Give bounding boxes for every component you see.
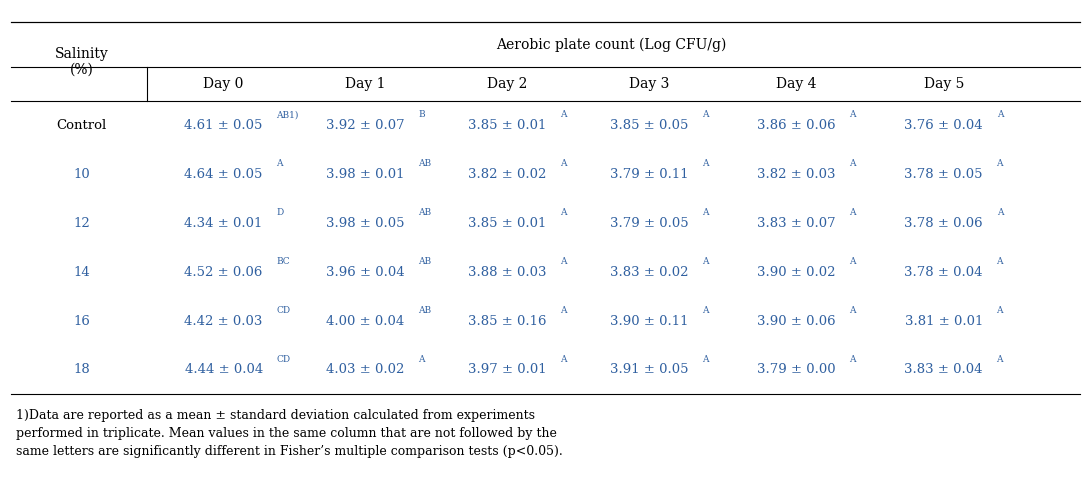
Text: 3.82 ± 0.02: 3.82 ± 0.02 <box>468 168 547 181</box>
Text: CD: CD <box>276 306 290 315</box>
Text: 16: 16 <box>73 315 91 327</box>
Text: 18: 18 <box>73 363 91 377</box>
Text: 3.76 ± 0.04: 3.76 ± 0.04 <box>904 119 983 132</box>
Text: AB: AB <box>418 257 432 266</box>
Text: Day 2: Day 2 <box>487 77 528 91</box>
Text: 4.03 ± 0.02: 4.03 ± 0.02 <box>326 363 405 377</box>
Text: 3.85 ± 0.01: 3.85 ± 0.01 <box>468 119 547 132</box>
Text: A: A <box>276 159 283 168</box>
Text: 3.92 ± 0.07: 3.92 ± 0.07 <box>326 119 405 132</box>
Text: 4.00 ± 0.04: 4.00 ± 0.04 <box>326 315 405 327</box>
Text: 3.83 ± 0.07: 3.83 ± 0.07 <box>757 217 836 230</box>
Text: A: A <box>560 159 566 168</box>
Text: 3.88 ± 0.03: 3.88 ± 0.03 <box>468 266 547 279</box>
Text: 3.86 ± 0.06: 3.86 ± 0.06 <box>757 119 836 132</box>
Text: 12: 12 <box>73 217 91 230</box>
Text: D: D <box>276 208 284 217</box>
Text: A: A <box>849 257 855 266</box>
Text: AB: AB <box>418 306 431 315</box>
Text: 4.52 ± 0.06: 4.52 ± 0.06 <box>184 266 263 279</box>
Text: A: A <box>849 354 855 364</box>
Text: A: A <box>996 159 1003 168</box>
Text: Day 1: Day 1 <box>345 77 386 91</box>
Text: 3.85 ± 0.01: 3.85 ± 0.01 <box>468 217 547 230</box>
Text: Aerobic plate count (Log CFU/g): Aerobic plate count (Log CFU/g) <box>495 37 727 52</box>
Text: 4.61 ± 0.05: 4.61 ± 0.05 <box>184 119 263 132</box>
Text: 3.83 ± 0.02: 3.83 ± 0.02 <box>610 266 688 279</box>
Text: Day 4: Day 4 <box>776 77 817 91</box>
Text: A: A <box>560 110 566 119</box>
Text: AB1): AB1) <box>276 110 299 119</box>
Text: Control: Control <box>57 119 107 132</box>
Text: A: A <box>849 306 855 315</box>
Text: A: A <box>702 208 708 217</box>
Text: A: A <box>996 110 1003 119</box>
Text: A: A <box>560 257 566 266</box>
Text: AB: AB <box>418 159 431 168</box>
Text: B: B <box>418 110 425 119</box>
Text: 3.98 ± 0.01: 3.98 ± 0.01 <box>326 168 405 181</box>
Text: A: A <box>702 306 708 315</box>
Text: 3.78 ± 0.05: 3.78 ± 0.05 <box>904 168 983 181</box>
Text: Day 3: Day 3 <box>628 77 670 91</box>
Text: 3.90 ± 0.11: 3.90 ± 0.11 <box>610 315 688 327</box>
Text: A: A <box>996 208 1003 217</box>
Text: Day 5: Day 5 <box>923 77 964 91</box>
Text: 3.78 ± 0.04: 3.78 ± 0.04 <box>904 266 983 279</box>
Text: 3.85 ± 0.16: 3.85 ± 0.16 <box>468 315 547 327</box>
Text: A: A <box>560 306 566 315</box>
Text: 10: 10 <box>73 168 91 181</box>
Text: 3.79 ± 0.05: 3.79 ± 0.05 <box>610 217 688 230</box>
Text: 14: 14 <box>73 266 91 279</box>
Text: A: A <box>418 354 424 364</box>
Text: 3.82 ± 0.03: 3.82 ± 0.03 <box>757 168 836 181</box>
Text: 4.42 ± 0.03: 4.42 ± 0.03 <box>184 315 263 327</box>
Text: A: A <box>996 257 1003 266</box>
Text: 3.83 ± 0.04: 3.83 ± 0.04 <box>904 363 983 377</box>
Text: 3.91 ± 0.05: 3.91 ± 0.05 <box>610 363 688 377</box>
Text: 3.97 ± 0.01: 3.97 ± 0.01 <box>468 363 547 377</box>
Text: 3.81 ± 0.01: 3.81 ± 0.01 <box>904 315 983 327</box>
Text: Day 0: Day 0 <box>203 77 244 91</box>
Text: 4.34 ± 0.01: 4.34 ± 0.01 <box>184 217 263 230</box>
Text: A: A <box>560 208 566 217</box>
Text: A: A <box>849 110 855 119</box>
Text: A: A <box>702 354 708 364</box>
Text: A: A <box>849 208 855 217</box>
Text: 3.98 ± 0.05: 3.98 ± 0.05 <box>326 217 405 230</box>
Text: Salinity
(%): Salinity (%) <box>55 46 109 77</box>
Text: BC: BC <box>276 257 290 266</box>
Text: AB: AB <box>418 208 431 217</box>
Text: 4.64 ± 0.05: 4.64 ± 0.05 <box>184 168 263 181</box>
Text: A: A <box>560 354 566 364</box>
Text: CD: CD <box>276 354 290 364</box>
Text: 3.90 ± 0.02: 3.90 ± 0.02 <box>757 266 836 279</box>
Text: A: A <box>849 159 855 168</box>
Text: 3.79 ± 0.00: 3.79 ± 0.00 <box>757 363 836 377</box>
Text: 3.85 ± 0.05: 3.85 ± 0.05 <box>610 119 688 132</box>
Text: A: A <box>996 354 1003 364</box>
Text: 4.44 ± 0.04: 4.44 ± 0.04 <box>184 363 263 377</box>
Text: A: A <box>702 257 708 266</box>
Text: A: A <box>996 306 1003 315</box>
Text: A: A <box>702 159 708 168</box>
Text: 3.78 ± 0.06: 3.78 ± 0.06 <box>904 217 983 230</box>
Text: 3.96 ± 0.04: 3.96 ± 0.04 <box>326 266 405 279</box>
Text: A: A <box>702 110 708 119</box>
Text: 1)Data are reported as a mean ± standard deviation calculated from experiments
p: 1)Data are reported as a mean ± standard… <box>16 409 563 458</box>
Text: 3.90 ± 0.06: 3.90 ± 0.06 <box>757 315 836 327</box>
Text: 3.79 ± 0.11: 3.79 ± 0.11 <box>610 168 688 181</box>
